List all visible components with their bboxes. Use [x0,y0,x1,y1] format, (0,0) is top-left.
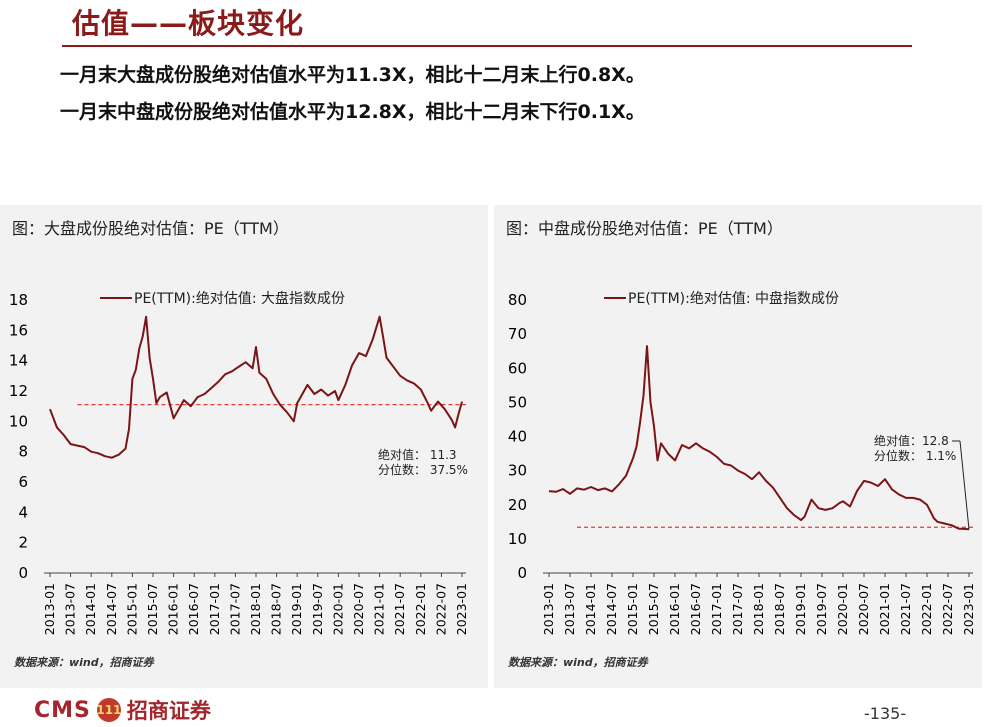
annotation-text: 分位数： 1.1% [874,448,956,463]
x-tick-label: 2013-01 [42,583,57,635]
y-tick-label: 20 [508,496,527,514]
company-logo: CMS 111 招商证券 [34,695,211,725]
chart-svg: 0 2 4 6 8 10 12 14 16 18 2013-01 2013-07 2014-01 2014… [9,290,469,635]
y-tick-label: 50 [508,393,527,411]
y-tick-label: 70 [508,325,527,343]
annotation-text: 分位数： 37.5% [378,462,468,477]
chart-panel-large-cap: 图：大盘成份股绝对估值：PE（TTM） 0 2 4 6 8 10 12 14 16 18 2013-… [0,205,488,688]
y-tick-label: 0 [18,564,28,582]
x-tick-label: 2019-07 [814,583,829,635]
x-tick-label: 2016-01 [667,583,682,635]
source-note: 数据来源：wind，招商证券 [14,656,154,669]
x-tick-label: 2016-07 [688,583,703,635]
legend-label: PE(TTM):绝对估值: 中盘指数成份 [628,290,839,307]
x-tick-label: 2021-07 [392,583,407,635]
y-tick-label: 16 [9,321,28,339]
x-tick-label: 2015-07 [646,583,661,635]
y-tick-label: 40 [508,428,527,446]
annotation-pointer [959,440,970,530]
x-tick-label: 2017-07 [227,583,242,635]
x-tick-label: 2017-01 [709,583,724,635]
x-tick-label: 2022-07 [433,583,448,635]
chart-title: 图：中盘成份股绝对估值：PE（TTM） [506,219,783,238]
annotation-text: 绝对值： 11.3 [378,447,457,462]
series-line [548,345,970,531]
y-tick-label: 60 [508,359,527,377]
page-title: 估值——板块变化 [72,7,305,40]
x-tick-label: 2013-07 [63,583,78,635]
x-tick-label: 2023-01 [961,583,976,635]
x-tick-label: 2013-07 [562,583,577,635]
y-tick-label: 18 [9,291,28,309]
x-tick-label: 2022-07 [940,583,955,635]
annotation-text: 绝对值：12.8 [874,433,949,448]
x-tick-label: 2020-07 [856,583,871,635]
x-tick-label: 2019-01 [289,583,304,635]
legend-label: PE(TTM):绝对估值: 大盘指数成份 [134,290,345,307]
x-tick-label: 2015-01 [625,583,640,635]
x-tick-label: 2015-01 [124,583,139,635]
x-tick-label: 2023-01 [454,583,469,635]
y-tick-label: 10 [508,530,527,548]
x-tick-label: 2014-01 [83,583,98,635]
x-tick-label: 2021-07 [898,583,913,635]
x-tick-label: 2018-07 [772,583,787,635]
summary-line-2: 一月末中盘成份股绝对估值水平为12.8X，相比十二月末下行0.1X。 [60,101,645,123]
x-tick-label: 2017-07 [730,583,745,635]
x-tick-label: 2022-01 [919,583,934,635]
chart-title: 图：大盘成份股绝对估值：PE（TTM） [12,219,289,238]
y-tick-label: 30 [508,462,527,480]
y-tick-label: 2 [18,534,28,552]
x-tick-label: 2016-07 [186,583,201,635]
x-tick-label: 2021-01 [877,583,892,635]
chart-panel-mid-cap: 图：中盘成份股绝对估值：PE（TTM） 0 10 20 30 40 50 60 70 80 201… [494,205,982,688]
x-tick-label: 2021-01 [372,583,387,635]
x-tick-label: 2014-07 [604,583,619,635]
x-tick-label: 2013-01 [541,583,556,635]
summary-line-1: 一月末大盘成份股绝对估值水平为11.3X，相比十二月末上行0.8X。 [60,64,645,86]
y-tick-label: 6 [18,473,28,491]
x-tick-label: 2019-07 [310,583,325,635]
y-tick-label: 8 [18,443,28,461]
x-tick-label: 2019-01 [793,583,808,635]
source-note: 数据来源：wind，招商证券 [508,656,648,669]
y-tick-label: 80 [508,291,527,309]
chart-svg: 0 10 20 30 40 50 60 70 80 2013-01 2013-07 2014-01 20… [508,290,976,635]
x-tick-label: 2015-07 [145,583,160,635]
x-tick-label: 2020-01 [330,583,345,635]
x-tick-label: 2014-07 [104,583,119,635]
logo-icon: 111 [96,698,121,722]
x-tick-label: 2020-01 [835,583,850,635]
x-tick-label: 2018-07 [269,583,284,635]
title-divider [62,45,912,47]
series-line [49,315,463,459]
page-number: -135- [864,704,907,723]
y-tick-label: 0 [517,564,527,582]
x-tick-label: 2018-01 [751,583,766,635]
x-tick-label: 2022-01 [413,583,428,635]
x-tick-label: 2016-01 [166,583,181,635]
logo-text: CMS [34,697,91,723]
y-tick-label: 4 [18,503,28,521]
logo-chinese-text: 招商证券 [126,699,211,723]
x-tick-label: 2020-07 [351,583,366,635]
x-tick-label: 2017-01 [207,583,222,635]
y-tick-label: 12 [9,382,28,400]
x-tick-label: 2014-01 [583,583,598,635]
y-tick-label: 10 [9,412,28,430]
y-tick-label: 14 [9,352,28,370]
x-tick-label: 2018-01 [248,583,263,635]
